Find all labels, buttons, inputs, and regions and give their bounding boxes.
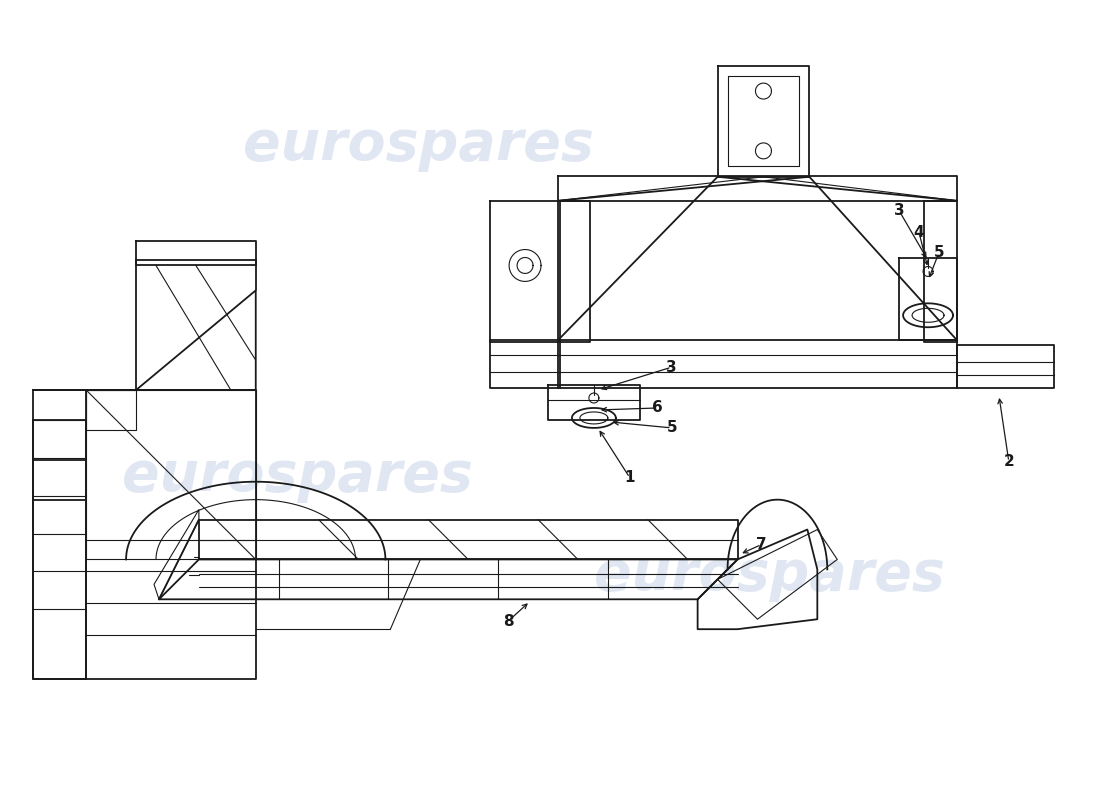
Text: 8: 8: [503, 614, 514, 629]
Text: 3: 3: [894, 203, 904, 218]
Text: 6: 6: [652, 401, 663, 415]
Text: 2: 2: [1003, 454, 1014, 470]
Text: eurospares: eurospares: [243, 118, 594, 172]
Text: 4: 4: [914, 225, 924, 240]
Text: eurospares: eurospares: [122, 449, 473, 502]
Text: 5: 5: [667, 421, 676, 435]
Text: 5: 5: [934, 245, 944, 260]
Text: 7: 7: [756, 537, 767, 552]
Text: 3: 3: [667, 360, 676, 374]
Text: 1: 1: [625, 470, 635, 486]
Text: eurospares: eurospares: [594, 548, 945, 602]
